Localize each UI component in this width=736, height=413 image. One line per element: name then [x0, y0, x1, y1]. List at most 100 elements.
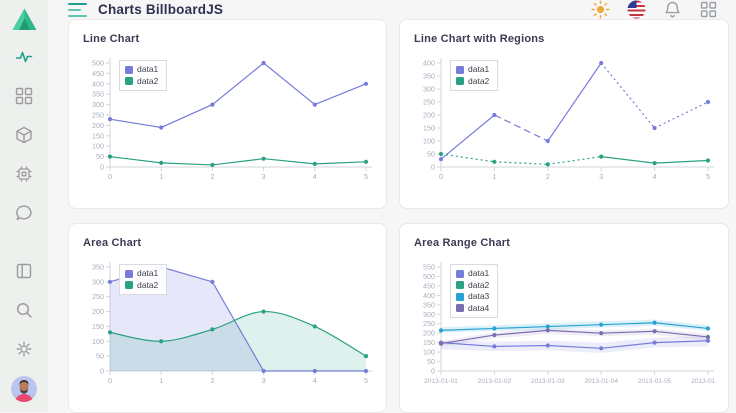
svg-text:2: 2	[210, 376, 214, 385]
svg-text:300: 300	[92, 277, 104, 286]
svg-text:2013-01-01: 2013-01-01	[424, 378, 458, 385]
chart-legend[interactable]: data1 data2	[119, 60, 168, 91]
legend-label: data4	[468, 302, 490, 313]
legend-swatch	[456, 304, 464, 313]
svg-text:500: 500	[92, 59, 104, 68]
svg-text:400: 400	[423, 291, 435, 300]
legend-label: data1	[468, 268, 490, 278]
legend-label: data3	[468, 291, 490, 301]
legend-swatch	[456, 77, 464, 86]
svg-text:1: 1	[159, 376, 163, 385]
svg-text:150: 150	[92, 131, 104, 140]
chart-legend[interactable]: data1 data2	[450, 60, 499, 91]
legend-item-data2[interactable]: data2	[125, 76, 158, 88]
legend-swatch	[125, 77, 133, 86]
legend-item-data2[interactable]: data2	[125, 280, 158, 292]
svg-text:550: 550	[423, 263, 435, 272]
sidebar-top-icons	[15, 48, 33, 222]
svg-text:0: 0	[108, 172, 112, 181]
svg-text:400: 400	[423, 59, 435, 68]
svg-text:50: 50	[96, 352, 104, 361]
svg-text:200: 200	[92, 307, 104, 316]
header-actions	[591, 0, 718, 19]
svg-text:400: 400	[92, 79, 104, 88]
svg-text:0: 0	[100, 367, 104, 376]
legend-swatch	[125, 281, 133, 290]
legend-label: data2	[137, 279, 159, 290]
svg-text:2013-01-04: 2013-01-04	[584, 378, 618, 385]
sidebar-item-chip[interactable]	[15, 165, 33, 183]
legend-item-data3[interactable]: data3	[456, 291, 489, 303]
chart-legend[interactable]: data1 data2	[119, 264, 168, 295]
legend-item-data1[interactable]: data1	[456, 268, 489, 280]
svg-text:5: 5	[706, 172, 710, 181]
svg-text:3: 3	[262, 376, 266, 385]
chart-title: Line Chart with Regions	[414, 33, 545, 45]
sidebar-item-dashboard[interactable]	[15, 87, 33, 105]
svg-text:350: 350	[423, 300, 435, 309]
charts-grid: Line Chart 0 50 100 150 200 250 300 350 400 450 50…	[48, 19, 736, 413]
card-area-range-chart: Area Range Chart 0 50 100 150 200 250 300 350 40…	[399, 223, 729, 413]
gear-icon[interactable]	[15, 340, 33, 358]
legend-item-data1[interactable]: data1	[125, 268, 158, 280]
app-logo-icon[interactable]	[11, 7, 38, 32]
top-header: Charts BillboardJS	[48, 0, 736, 19]
area-chart[interactable]: 0 50 100 150 200 250 300 350 0 1 2 3 4 5 data1 data2	[83, 257, 372, 392]
notifications-bell-icon[interactable]	[663, 0, 682, 19]
line-chart[interactable]: 0 50 100 150 200 250 300 350 400 450 500 0 1 2 3 4 5 data…	[83, 53, 372, 188]
sidebar-item-charts[interactable]	[15, 48, 33, 66]
svg-text:450: 450	[92, 69, 104, 78]
menu-toggle-icon[interactable]	[68, 2, 87, 17]
user-avatar[interactable]	[11, 376, 37, 402]
svg-text:100: 100	[92, 337, 104, 346]
chart-title: Area Range Chart	[414, 237, 511, 249]
page-title: Charts BillboardJS	[98, 2, 224, 17]
legend-swatch	[125, 65, 133, 74]
svg-text:2013-01-03: 2013-01-03	[531, 378, 565, 385]
legend-item-data2[interactable]: data2	[456, 76, 489, 88]
legend-swatch	[456, 281, 464, 290]
language-flag-icon[interactable]	[627, 0, 646, 19]
svg-text:200: 200	[92, 121, 104, 130]
svg-text:0: 0	[100, 163, 104, 172]
svg-text:1: 1	[159, 172, 163, 181]
chart-legend[interactable]: data1 data2 data3 data4	[450, 264, 499, 318]
legend-swatch	[125, 269, 133, 278]
legend-item-data2[interactable]: data2	[456, 280, 489, 292]
search-icon[interactable]	[15, 301, 33, 319]
svg-text:2013-01-02: 2013-01-02	[478, 378, 512, 385]
sidebar-item-components-cube[interactable]	[15, 126, 33, 144]
apps-grid-icon[interactable]	[699, 0, 718, 19]
svg-text:350: 350	[423, 72, 435, 81]
area-range-chart[interactable]: 0 50 100 150 200 250 300 350 400 450 500 550 2013-01…	[414, 257, 725, 392]
svg-text:4: 4	[313, 172, 317, 181]
svg-text:250: 250	[92, 292, 104, 301]
legend-label: data2	[468, 279, 490, 290]
theme-sun-icon[interactable]	[591, 0, 610, 19]
card-area-chart: Area Chart 0 50 100 150 200 250 300 350 0 1 2 3 4 5 da…	[68, 223, 387, 413]
legend-label: data1	[137, 268, 159, 278]
svg-text:5: 5	[364, 172, 368, 181]
svg-text:450: 450	[423, 281, 435, 290]
svg-text:150: 150	[423, 124, 435, 133]
svg-text:150: 150	[92, 322, 104, 331]
sidebar-bottom-icons	[15, 262, 33, 358]
chart-title: Line Chart	[83, 33, 140, 45]
card-line-chart-regions: Line Chart with Regions 0 50 100 150 200 250 3…	[399, 19, 729, 209]
svg-text:150: 150	[423, 338, 435, 347]
legend-swatch	[456, 292, 464, 301]
card-line-chart: Line Chart 0 50 100 150 200 250 300 350 400 450 50…	[68, 19, 387, 209]
legend-label: data1	[468, 64, 490, 74]
svg-text:500: 500	[423, 272, 435, 281]
line-chart-with-regions[interactable]: 0 50 100 150 200 250 300 350 400 0 1 2 3 4 5 data1 data2	[414, 53, 714, 188]
sidebar-item-chat[interactable]	[15, 204, 33, 222]
legend-item-data4[interactable]: data4	[456, 303, 489, 315]
svg-text:350: 350	[92, 90, 104, 99]
legend-swatch	[456, 269, 464, 278]
svg-text:3: 3	[262, 172, 266, 181]
svg-text:2013-01-06: 2013-01-06	[691, 378, 716, 385]
legend-item-data1[interactable]: data1	[456, 64, 489, 76]
svg-text:300: 300	[423, 310, 435, 319]
sidebar-item-panel-layout[interactable]	[15, 262, 33, 280]
legend-item-data1[interactable]: data1	[125, 64, 158, 76]
